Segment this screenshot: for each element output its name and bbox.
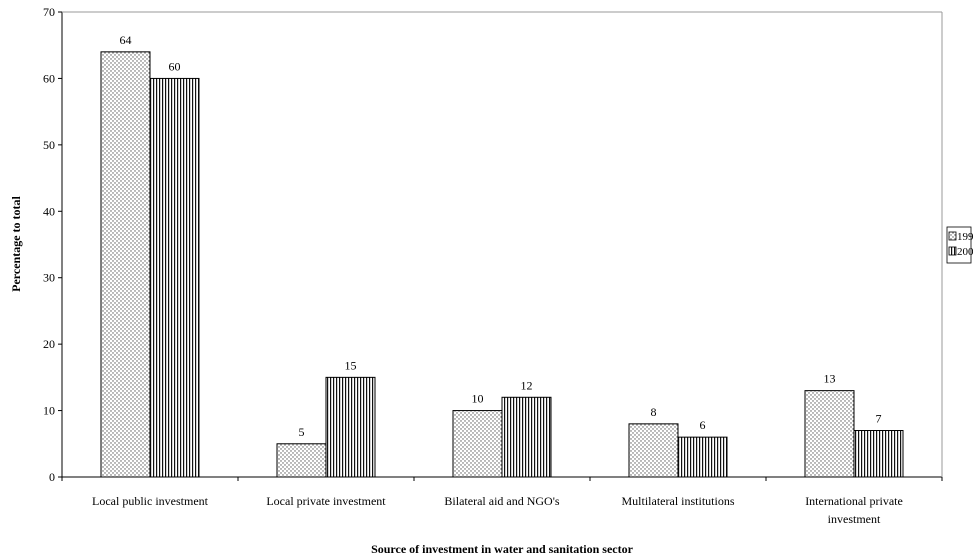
bar-1995-1 (276, 443, 327, 478)
bar-1995-0 (100, 51, 151, 478)
legend-swatch-1995 (948, 231, 957, 241)
bar-2005-0 (149, 77, 200, 478)
y-tick-label: 50 (43, 138, 55, 152)
data-label: 64 (120, 33, 132, 47)
data-label: 13 (824, 372, 836, 386)
y-tick-label: 60 (43, 71, 55, 85)
data-label: 6 (700, 418, 706, 432)
x-axis-title: Source of investment in water and sanita… (371, 542, 634, 556)
data-label: 60 (169, 59, 181, 73)
data-label: 12 (521, 378, 533, 392)
x-category-label: Multilateral institutions (622, 494, 735, 508)
legend: 1995 2005 (946, 226, 973, 264)
bar-2005-4 (853, 430, 904, 478)
x-category-label: Bilateral aid and NGO's (444, 494, 559, 508)
data-label: 15 (345, 358, 357, 372)
data-label: 10 (472, 392, 484, 406)
y-tick-label: 30 (43, 271, 55, 285)
bar-1995-4 (804, 390, 855, 478)
x-category-label: Local private investment (266, 494, 386, 508)
data-label: 8 (651, 405, 657, 419)
y-tick-label: 20 (43, 337, 55, 351)
x-category-label: Local public investment (92, 494, 209, 508)
y-axis-title: Percentage to total (9, 195, 23, 291)
legend-swatch-2005 (948, 246, 957, 256)
y-tick-label: 0 (49, 470, 55, 484)
x-category-label: International private investment (805, 494, 903, 526)
y-tick-label: 70 (43, 5, 55, 19)
legend-label: 2005 (957, 246, 973, 258)
bar-1995-3 (628, 423, 679, 478)
y-tick-label: 40 (43, 204, 55, 218)
bar-2005-1 (325, 376, 376, 478)
bar-1995-2 (452, 410, 503, 478)
bar-2005-2 (501, 396, 552, 478)
bar-2005-3 (677, 436, 728, 478)
legend-label: 1995 (957, 231, 973, 243)
data-label: 7 (876, 412, 882, 426)
data-label: 5 (299, 425, 305, 439)
plot-area (61, 11, 943, 478)
y-tick-label: 10 (43, 404, 55, 418)
